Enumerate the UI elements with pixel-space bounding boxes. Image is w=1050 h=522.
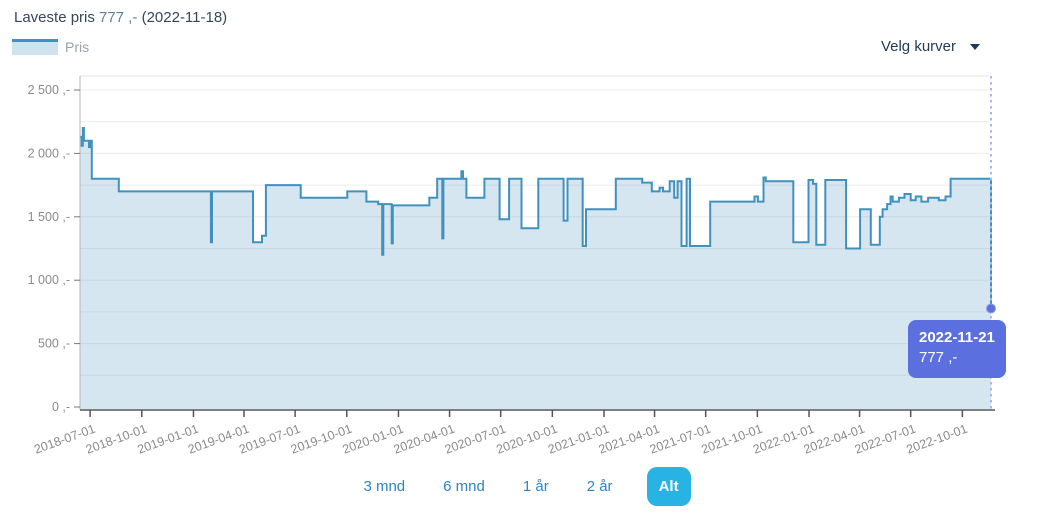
y-tick-label: 2 000 ,- [28,146,70,160]
time-range-selector: 3 mnd 6 mnd 1 år 2 år Alt [0,467,1050,506]
chart-tooltip: 2022-11-21 777 ,- [908,320,1006,378]
pris-series-swatch [12,39,58,55]
range-button-6-mnd[interactable]: 6 mnd [439,468,489,505]
lowest-price-value: 777 ,- [99,9,138,26]
pris-series-label: Pris [65,39,90,55]
chevron-down-icon [970,43,980,50]
range-button-alt[interactable]: Alt [646,467,691,506]
velg-kurver-dropdown[interactable]: Velg kurver [881,38,980,55]
range-button-1-år[interactable]: 1 år [519,468,553,505]
tooltip-date: 2022-11-21 [919,329,995,346]
price-area-fill [80,128,991,409]
y-tick-label: 0 ,- [52,400,70,414]
cursor-marker-dot [986,303,996,314]
range-button-3-mnd[interactable]: 3 mnd [359,468,409,505]
tooltip-price: 777 ,- [919,349,958,367]
price-line [80,127,992,309]
lowest-price-title: Laveste pris 777 ,- (2022-11-18) [14,9,227,26]
y-tick-label: 1 000 ,- [28,273,70,287]
lowest-price-date: (2022-11-18) [137,9,228,26]
lowest-price-label: Laveste pris [14,9,100,26]
y-tick-label: 500 ,- [38,337,70,351]
y-tick-label: 1 500 ,- [28,210,70,224]
chart-legend: Pris [12,39,89,55]
velg-kurver-label: Velg kurver [880,38,956,55]
y-tick-label: 2 500 ,- [28,83,70,97]
range-button-2-år[interactable]: 2 år [583,468,617,505]
